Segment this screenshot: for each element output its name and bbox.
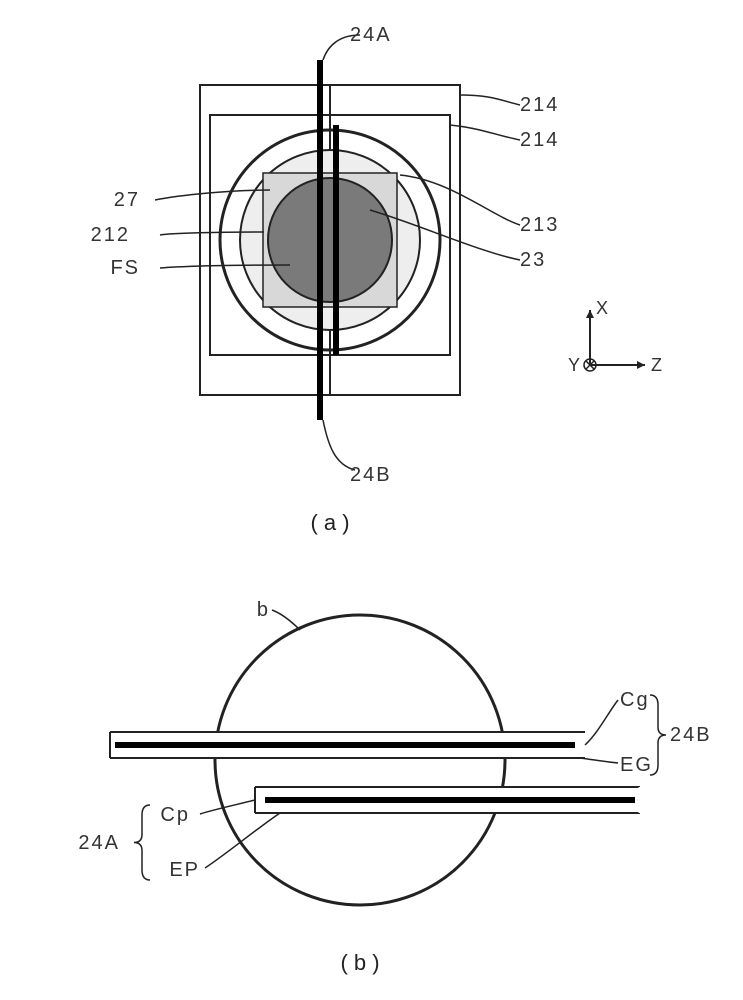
label-a-24A: 24A bbox=[350, 24, 392, 46]
bar-24b bbox=[333, 125, 339, 355]
leader-b-2 bbox=[580, 758, 618, 763]
label-a-213: 213 bbox=[520, 214, 559, 236]
bar-24a bbox=[317, 60, 323, 420]
label-a-24B: 24B bbox=[350, 464, 392, 486]
bar-24a-core bbox=[265, 797, 635, 803]
leader-a-1 bbox=[460, 95, 520, 105]
label-b-Cg: Cg bbox=[620, 689, 650, 711]
leader-b-5 bbox=[205, 813, 280, 868]
leader-b-0 bbox=[272, 610, 300, 630]
leader-a-8 bbox=[323, 420, 355, 470]
label-a-27: 27 bbox=[114, 189, 140, 211]
circle-b bbox=[215, 615, 505, 905]
label-a-23: 23 bbox=[520, 249, 546, 271]
leader-b-4 bbox=[200, 800, 255, 814]
svg-text:Y: Y bbox=[568, 355, 580, 375]
brace-b-6 bbox=[134, 805, 150, 880]
label-a-FS: FS bbox=[110, 257, 140, 279]
label-b-24B: 24B bbox=[670, 724, 712, 746]
label-b-b: b bbox=[257, 599, 270, 621]
label-a-214: 214 bbox=[520, 94, 559, 116]
sublabel-a: ( a ) bbox=[310, 510, 349, 535]
inner-circle bbox=[268, 178, 392, 302]
label-b-Cp: Cp bbox=[160, 804, 190, 826]
bar-24b-core bbox=[115, 742, 575, 748]
label-b-24A: 24A bbox=[78, 832, 120, 854]
sublabel-b: ( b ) bbox=[340, 950, 379, 975]
label-b-EP: EP bbox=[169, 859, 200, 881]
label-a-214: 214 bbox=[520, 129, 559, 151]
label-b-EG: EG bbox=[620, 754, 653, 776]
label-a-212: 212 bbox=[91, 224, 130, 246]
svg-text:X: X bbox=[596, 298, 608, 318]
leader-b-1 bbox=[585, 700, 618, 745]
svg-text:Z: Z bbox=[651, 355, 662, 375]
